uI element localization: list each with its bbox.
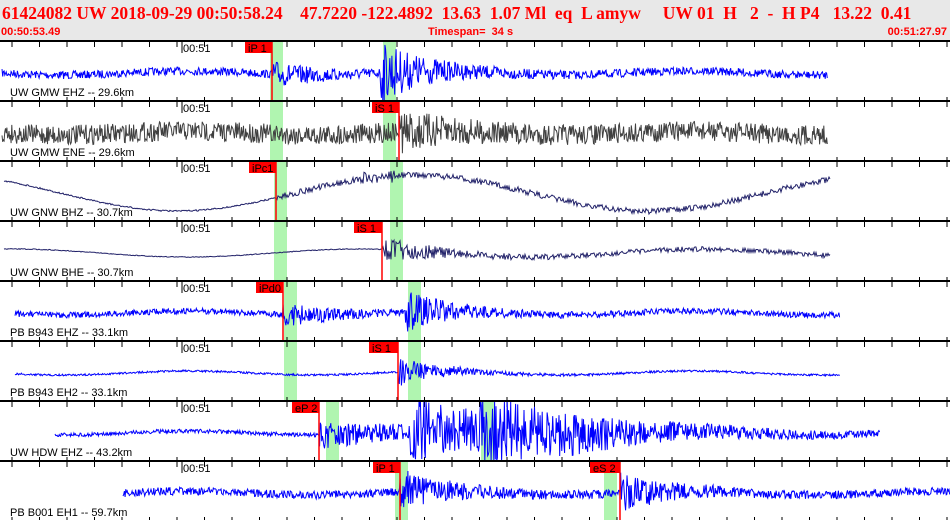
channel-label: UW GNW BHE -- 30.7km	[10, 267, 134, 279]
time-label: 00:51	[183, 463, 211, 475]
pick-flag	[373, 462, 400, 473]
time-label: 00:51	[183, 403, 211, 415]
pick-flag	[369, 342, 398, 353]
pick-label: iS 1	[372, 343, 391, 355]
channel-label: PB B943 EH2 -- 33.1km	[10, 387, 128, 399]
channel-label: PB B943 EHZ -- 33.1km	[10, 327, 128, 339]
time-label: 00:51	[183, 43, 211, 55]
pick-window	[284, 282, 297, 340]
channel-label: UW GMW ENE -- 29.6km	[10, 147, 135, 159]
pick-flag	[354, 222, 382, 233]
pick-label: iP 1	[248, 43, 267, 55]
pick-window	[604, 462, 617, 520]
pick-window	[274, 162, 287, 220]
time-label: 00:51	[183, 103, 211, 115]
pick-flag	[249, 162, 276, 173]
seismogram-trace	[1, 113, 828, 154]
pick-window	[274, 222, 287, 280]
channel-label: UW HDW EHZ -- 43.2km	[10, 447, 133, 459]
channel-panel[interactable]: iS 1 00:51 UW GNW BHE -- 30.7km	[0, 220, 950, 280]
pick-label: eS 2	[593, 463, 616, 475]
pick-label: iS 1	[357, 223, 376, 235]
channel-panel[interactable]: iP 1 00:51 UW GMW EHZ -- 29.6km	[0, 40, 950, 100]
channel-panel[interactable]: iS 1 00:51 UW GMW ENE -- 29.6km	[0, 100, 950, 160]
channel-panel[interactable]: eP 2 00:51 UW HDW EHZ -- 43.2km	[0, 400, 950, 460]
pick-label: iPc1	[252, 163, 273, 175]
pick-window	[270, 42, 283, 100]
end-time: 00:51:27.97	[887, 26, 947, 38]
seismogram-trace	[54, 402, 881, 460]
pick-window	[408, 342, 421, 400]
pick-label: iS 1	[375, 103, 394, 115]
pick-flag	[590, 462, 620, 473]
event-summary: 61424082 UW 2018-09-29 00:50:58.24 47.72…	[2, 3, 912, 23]
seismogram-trace	[1, 44, 828, 100]
event-header: 61424082 UW 2018-09-29 00:50:58.24 47.72…	[0, 0, 950, 40]
pick-window	[284, 342, 297, 400]
seismogram-trace	[3, 238, 831, 262]
channel-panel[interactable]: iP 1 eS 2 00:51 PB B001 EH1 -- 59.7km	[0, 460, 950, 520]
seismogram-trace	[122, 470, 950, 511]
pick-flag	[372, 102, 399, 113]
time-label: 00:51	[183, 343, 211, 355]
pick-window	[395, 462, 408, 520]
pick-flag	[245, 42, 272, 53]
channel-panel[interactable]: iPd0 00:51 PB B943 EHZ -- 33.1km	[0, 280, 950, 340]
pick-window	[383, 102, 396, 160]
channel-panel[interactable]: iPc1 00:51 UW GNW BHZ -- 30.7km	[0, 160, 950, 220]
seismogram-trace	[14, 292, 841, 332]
pick-flag	[292, 402, 319, 413]
pick-label: eP 2	[295, 403, 317, 415]
pick-window	[390, 222, 403, 280]
pick-window	[390, 162, 403, 220]
time-label: 00:51	[183, 163, 211, 175]
channel-label: PB B001 EH1 -- 59.7km	[10, 507, 128, 519]
pick-flag	[256, 282, 283, 293]
pick-label: iP 1	[376, 463, 395, 475]
seismogram-trace	[14, 359, 840, 386]
pick-label: iPd0	[259, 283, 281, 295]
pick-window	[270, 102, 283, 160]
channel-label: UW GNW BHZ -- 30.7km	[10, 207, 133, 219]
channel-panel[interactable]: iS 1 00:51 PB B943 EH2 -- 33.1km	[0, 340, 950, 400]
time-label: 00:51	[183, 223, 211, 235]
time-label: 00:51	[183, 283, 211, 295]
channel-label: UW GMW EHZ -- 29.6km	[10, 87, 135, 99]
timespan: Timespan= 34 s	[428, 26, 514, 38]
start-time: 00:50:53.49	[1, 26, 61, 38]
seismogram-trace	[3, 170, 831, 216]
